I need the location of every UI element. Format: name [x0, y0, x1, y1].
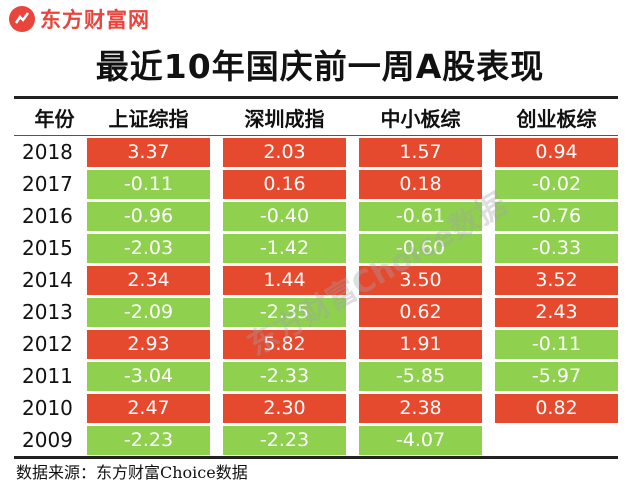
table-header-row: 年份 上证综指 深圳成指 中小板综 创业板综 — [14, 99, 618, 135]
year-cell: 2015 — [22, 236, 73, 260]
year-cell: 2011 — [22, 364, 73, 388]
value-cell: 2.38 — [359, 393, 482, 423]
header-chinext-composite: 创业板综 — [516, 106, 597, 131]
value-cell: 2.34 — [87, 265, 210, 295]
value-cell: 1.57 — [359, 137, 482, 167]
table-row: 2009 -2.23 -2.23 -4.07 — [14, 424, 618, 456]
value-cell: -2.33 — [223, 361, 346, 391]
value-cell: -5.97 — [495, 361, 618, 391]
header-year: 年份 — [34, 106, 75, 131]
table-row: 2013 -2.09 -2.35 0.62 2.43 — [14, 296, 618, 328]
value-cell: -3.04 — [87, 361, 210, 391]
value-cell: 0.94 — [495, 137, 618, 167]
value-cell: 2.93 — [87, 329, 210, 359]
table-row: 2016 -0.96 -0.40 -0.61 -0.76 — [14, 200, 618, 232]
table-bottom-rule — [14, 456, 618, 459]
year-cell: 2014 — [22, 268, 73, 292]
table-header-rule — [14, 135, 618, 136]
value-cell: 0.16 — [223, 169, 346, 199]
year-cell: 2017 — [22, 172, 73, 196]
value-cell — [495, 426, 618, 455]
brand-logo-icon — [9, 6, 35, 32]
data-source-note: 数据来源：东方财富Choice数据 — [16, 463, 248, 482]
table-body: 2018 3.37 2.03 1.57 0.94 2017 -0.11 0.16 0.18 -0.… — [14, 136, 618, 456]
table-row: 2015 -2.03 -1.42 -0.60 -0.33 — [14, 232, 618, 264]
value-cell: -0.11 — [87, 169, 210, 199]
table-row: 2011 -3.04 -2.33 -5.85 -5.97 — [14, 360, 618, 392]
value-cell: 0.82 — [495, 393, 618, 423]
value-cell: 3.50 — [359, 265, 482, 295]
value-cell: 5.82 — [223, 329, 346, 359]
value-cell: 2.30 — [223, 393, 346, 423]
value-cell: 1.44 — [223, 265, 346, 295]
value-cell: -5.85 — [359, 361, 482, 391]
value-cell: 3.37 — [87, 137, 210, 167]
value-cell: 1.91 — [359, 329, 482, 359]
value-cell: -0.96 — [87, 201, 210, 231]
value-cell: -0.40 — [223, 201, 346, 231]
value-cell: 0.62 — [359, 297, 482, 327]
table-row: 2017 -0.11 0.16 0.18 -0.02 — [14, 168, 618, 200]
value-cell: -2.03 — [87, 233, 210, 263]
table-row: 2012 2.93 5.82 1.91 -0.11 — [14, 328, 618, 360]
year-cell: 2018 — [22, 140, 73, 164]
performance-table: 年份 上证综指 深圳成指 中小板综 创业板综 2018 3.37 2.03 1.57 0… — [14, 96, 618, 459]
table-top-rule — [14, 96, 618, 99]
header-sh-composite: 上证综指 — [108, 106, 189, 131]
year-cell: 2016 — [22, 204, 73, 228]
value-cell: -0.02 — [495, 169, 618, 199]
value-cell: 3.52 — [495, 265, 618, 295]
value-cell: -4.07 — [359, 425, 482, 455]
value-cell: -0.76 — [495, 201, 618, 231]
value-cell: -2.23 — [223, 425, 346, 455]
value-cell: 2.43 — [495, 297, 618, 327]
brand-logo: 东方财富网 — [8, 4, 150, 34]
year-cell: 2010 — [22, 396, 73, 420]
value-cell: 2.03 — [223, 137, 346, 167]
table-row: 2018 3.37 2.03 1.57 0.94 — [14, 136, 618, 168]
value-cell: -0.60 — [359, 233, 482, 263]
value-cell: -2.09 — [87, 297, 210, 327]
year-cell: 2013 — [22, 300, 73, 324]
value-cell: 0.18 — [359, 169, 482, 199]
header-sz-component: 深圳成指 — [244, 106, 325, 131]
value-cell: -2.35 — [223, 297, 346, 327]
page-title: 最近10年国庆前一周A股表现 — [95, 47, 545, 86]
year-cell: 2012 — [22, 332, 73, 356]
value-cell: 2.47 — [87, 393, 210, 423]
value-cell: -1.42 — [223, 233, 346, 263]
header-sme-composite: 中小板综 — [380, 106, 461, 131]
value-cell: -2.23 — [87, 425, 210, 455]
value-cell: -0.61 — [359, 201, 482, 231]
table-row: 2010 2.47 2.30 2.38 0.82 — [14, 392, 618, 424]
brand-logo-text: 东方财富网 — [40, 8, 150, 32]
year-cell: 2009 — [22, 428, 73, 452]
table-row: 2014 2.34 1.44 3.50 3.52 — [14, 264, 618, 296]
value-cell: -0.33 — [495, 233, 618, 263]
value-cell: -0.11 — [495, 329, 618, 359]
